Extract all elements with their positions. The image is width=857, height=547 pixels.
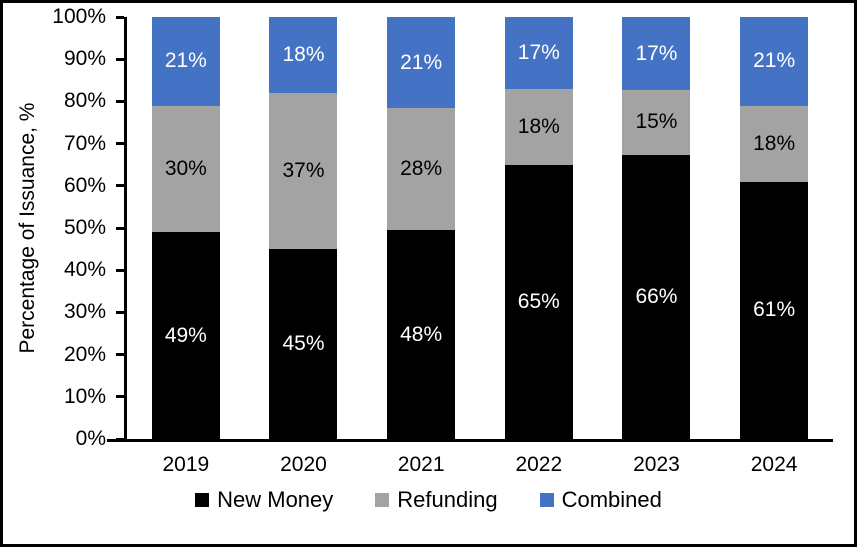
bar-segment-label: 21% <box>164 49 207 73</box>
y-tick-label: 60% <box>63 173 106 197</box>
y-tick-mark <box>116 15 124 19</box>
x-tick-label-2024: 2024 <box>750 453 798 476</box>
bar-segment-refunding-2022: 18% <box>504 88 573 165</box>
bar-segment-label: 18% <box>517 114 560 138</box>
bar-segment-refunding-2020: 37% <box>269 92 338 250</box>
bar-segment-label: 45% <box>282 332 325 356</box>
y-axis-title: Percentage of Issuance, % <box>16 102 39 354</box>
bar-2020: 18% 37% 45% <box>269 17 338 439</box>
bar-segment-refunding-2021: 28% <box>387 108 456 231</box>
bar-segment-combined-2024: 21% <box>740 17 809 106</box>
bar-segment-new-money-2024: 61% <box>740 181 809 439</box>
bar-segment-refunding-2019: 30% <box>151 105 220 233</box>
bar-segment-new-money-2020: 45% <box>269 249 338 439</box>
x-axis-line <box>107 439 833 442</box>
legend-swatch-icon <box>195 493 210 507</box>
x-axis-labels: 2019 2020 2021 2022 2023 2024 <box>127 453 833 477</box>
y-tick-label: 80% <box>63 89 106 113</box>
plot-area: 0% 10% 20% 30% 40% 50% 60% 70% 80% 90% 100% 21% 30%… <box>52 5 833 476</box>
legend-swatch-icon <box>375 493 390 507</box>
bar-segment-label: 21% <box>400 50 443 74</box>
bar-segment-label: 21% <box>753 49 796 73</box>
bar-segment-label: 28% <box>400 157 443 181</box>
y-tick-mark <box>116 395 124 399</box>
bar-2023: 17% 15% 66% <box>622 17 691 439</box>
bar-segment-refunding-2023: 15% <box>622 90 691 155</box>
y-tick-label: 100% <box>52 5 106 28</box>
legend-label: New Money <box>217 487 334 512</box>
bar-segment-combined-2019: 21% <box>151 17 220 106</box>
bar-segment-label: 17% <box>635 41 678 65</box>
bar-segment-new-money-2022: 65% <box>504 164 573 439</box>
bar-segment-label: 17% <box>517 40 560 64</box>
legend-item-new-money: New Money <box>195 487 333 513</box>
y-axis-line <box>124 17 127 442</box>
y-tick-mark <box>116 310 124 314</box>
x-tick-label-2022: 2022 <box>515 453 563 476</box>
x-tick-label-2019: 2019 <box>162 453 210 476</box>
bar-segment-combined-2023: 17% <box>622 17 691 91</box>
x-tick-label-2020: 2020 <box>280 453 327 476</box>
y-tick-mark <box>116 184 124 188</box>
bar-segment-combined-2022: 17% <box>504 17 573 89</box>
bar-segment-new-money-2023: 66% <box>622 154 691 439</box>
legend-label: Refunding <box>397 487 498 512</box>
bar-segment-new-money-2021: 48% <box>387 230 456 439</box>
bar-segment-label: 18% <box>282 42 325 66</box>
y-tick-mark <box>116 268 124 272</box>
y-tick-mark <box>116 99 124 103</box>
y-tick-mark <box>116 437 124 441</box>
bar-segment-label: 49% <box>164 323 207 347</box>
y-tick-mark <box>116 226 124 230</box>
y-tick-mark <box>116 57 124 61</box>
y-tick-label: 90% <box>63 47 106 71</box>
bar-segment-combined-2020: 18% <box>269 17 338 93</box>
y-tick-label: 40% <box>63 258 106 282</box>
legend-item-refunding: Refunding <box>375 487 498 513</box>
y-tick-mark <box>116 142 124 146</box>
legend-item-combined: Combined <box>539 487 662 513</box>
y-tick-label: 10% <box>63 384 106 408</box>
y-tick-label: 0% <box>75 427 106 450</box>
x-tick-label-2021: 2021 <box>397 453 445 476</box>
bar-segment-label: 48% <box>400 322 443 346</box>
bars-container: 21% 30% 49% 18% 37% 45% 21% 28% 48% 17% 18% 65% 17% 1… <box>127 17 833 439</box>
y-tick-mark <box>116 353 124 357</box>
legend-swatch-icon <box>539 493 554 507</box>
legend: New Money Refunding Combined <box>3 487 854 513</box>
bar-segment-refunding-2024: 18% <box>740 105 809 182</box>
bar-segment-label: 15% <box>635 110 678 134</box>
y-tick-label: 70% <box>63 131 106 155</box>
y-tick-label: 30% <box>63 300 106 324</box>
bar-2022: 17% 18% 65% <box>504 17 573 439</box>
bar-segment-label: 30% <box>164 156 207 180</box>
bar-2021: 21% 28% 48% <box>387 17 456 439</box>
bar-2024: 21% 18% 61% <box>740 17 809 439</box>
bar-segment-label: 18% <box>753 131 796 155</box>
bar-2019: 21% 30% 49% <box>151 17 220 439</box>
bar-segment-combined-2021: 21% <box>387 17 456 109</box>
x-tick-label-2023: 2023 <box>633 453 680 476</box>
bar-segment-label: 37% <box>282 159 325 183</box>
bar-segment-label: 66% <box>635 284 678 308</box>
bar-segment-label: 61% <box>753 298 796 322</box>
y-tick-label: 20% <box>63 342 106 366</box>
legend-label: Combined <box>561 487 662 512</box>
y-tick-label: 50% <box>63 216 106 239</box>
bar-segment-new-money-2019: 49% <box>151 232 220 439</box>
bar-segment-label: 65% <box>517 289 560 313</box>
